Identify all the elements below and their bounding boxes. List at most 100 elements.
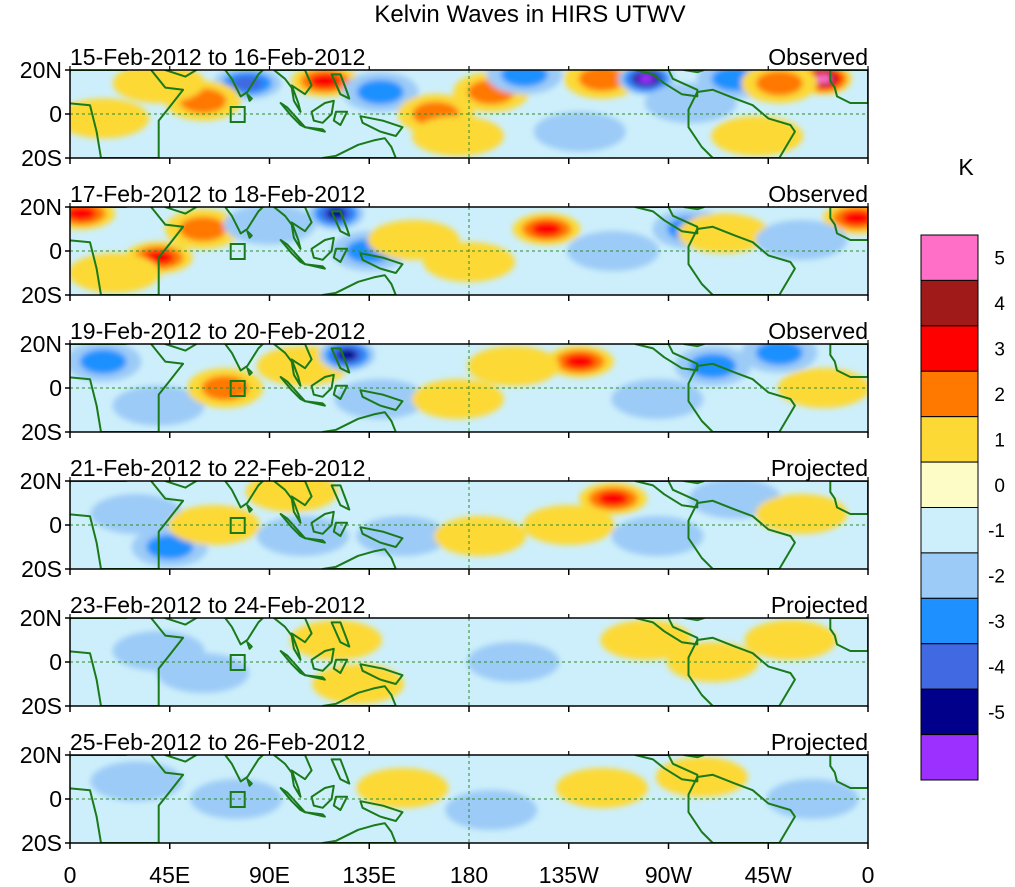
colorbar-swatch (920, 279, 979, 327)
y-tick-label: 20N (20, 468, 62, 494)
coastline (164, 70, 198, 78)
coastline (829, 207, 868, 241)
coastline (304, 126, 326, 133)
anomaly-blob (689, 353, 737, 379)
panel-kind: Projected (771, 729, 868, 755)
coastline (310, 373, 335, 398)
colorbar-swatch (920, 325, 979, 372)
coastline (164, 755, 198, 763)
anomaly-blob (179, 216, 227, 242)
colorbar-swatch (920, 461, 979, 509)
colorbar-label: 3 (994, 340, 1005, 361)
coastline (634, 70, 699, 98)
coastline (304, 400, 326, 407)
colorbar-label: 5 (994, 249, 1005, 270)
panel-date-range: 19-Feb-2012 to 20-Feb-2012 (70, 318, 365, 344)
panel-date-range: 15-Feb-2012 to 16-Feb-2012 (70, 44, 365, 70)
anomaly-blob (467, 642, 560, 682)
panel-3: 20N 0 20S 19-Feb-2012 to 20-Feb-2012 Observe… (20, 318, 869, 445)
coastline (332, 110, 349, 126)
coastline (279, 239, 306, 266)
coastline (359, 252, 404, 274)
x-tick-label: 0 (64, 862, 77, 887)
colorbar-swatch (920, 597, 979, 645)
anomaly-blob (533, 111, 626, 152)
y-tick-label: 20S (21, 419, 62, 445)
anomaly-blob (157, 653, 249, 693)
coastlines (70, 481, 868, 569)
coastline (321, 548, 397, 569)
anomaly-field (90, 481, 848, 567)
coastline (310, 647, 335, 672)
anomaly-blob (711, 116, 804, 156)
coastline (224, 344, 264, 372)
anomaly-blob (755, 220, 848, 260)
anomaly-blob (70, 253, 161, 293)
coastline (359, 526, 404, 548)
colorbar-swatch (920, 643, 979, 690)
coastline (70, 207, 185, 295)
coastline (359, 115, 404, 137)
coastline (272, 481, 313, 524)
colorbar-swatch (920, 507, 979, 554)
coastline (310, 784, 335, 809)
coastline (310, 236, 335, 261)
coastline (164, 207, 198, 215)
x-tick-label: 45E (149, 862, 190, 887)
panel-kind: Observed (768, 318, 868, 344)
colorbar: K 5 4 3 2 1 0 -1 -2 -3 -4 -5 (920, 154, 1005, 781)
panel-4: 20N 0 20S 21-Feb-2012 to 22-Feb-2012 Project… (20, 455, 869, 582)
coastline (683, 618, 705, 622)
y-tick-label: 20S (21, 830, 62, 856)
y-tick-label: 20N (20, 194, 62, 220)
colorbar-label: -5 (988, 703, 1005, 724)
coastline (310, 99, 335, 124)
y-tick-label: 20N (20, 605, 62, 631)
anomaly-blob (90, 494, 183, 534)
coastline (279, 787, 306, 814)
colorbar-label: -1 (988, 521, 1005, 542)
coastline (321, 411, 397, 432)
coastline (70, 70, 185, 158)
coastline (330, 347, 351, 374)
coastline (683, 481, 705, 485)
anomaly-blob (815, 74, 832, 84)
coastline (332, 384, 349, 400)
colorbar-label: 0 (994, 476, 1005, 497)
coastline (683, 344, 705, 348)
anomaly-blob (578, 70, 626, 92)
y-tick-label: 20S (21, 282, 62, 308)
colorbar-swatch (920, 688, 979, 736)
coastline (246, 93, 253, 102)
coastline (279, 376, 306, 403)
coastline (330, 621, 351, 648)
x-tick-label: 135E (342, 862, 396, 887)
anomaly-blob (112, 70, 205, 104)
coastline (359, 800, 404, 822)
coastline (359, 663, 404, 685)
coastline (687, 499, 796, 569)
y-tick-label: 20S (21, 556, 62, 582)
coastline (310, 510, 335, 535)
anomaly-blob (638, 74, 655, 84)
coastline (246, 367, 253, 376)
coastline (332, 795, 349, 811)
coastline (683, 70, 705, 74)
colorbar-swatch (920, 234, 979, 281)
coastline (829, 618, 868, 652)
anomaly-blob (501, 70, 548, 87)
coastline (164, 618, 198, 626)
x-tick-label: 135W (539, 862, 599, 887)
anomaly-blob (411, 116, 504, 156)
coastline (687, 636, 796, 706)
colorbar-label: 2 (994, 385, 1005, 406)
coastlines (70, 207, 868, 295)
anomaly-blob (467, 346, 560, 386)
coastline (279, 650, 306, 677)
coastline (683, 207, 705, 211)
coastline (304, 811, 326, 818)
coastline (687, 773, 796, 843)
coastline (246, 230, 253, 239)
coastline (279, 102, 306, 129)
